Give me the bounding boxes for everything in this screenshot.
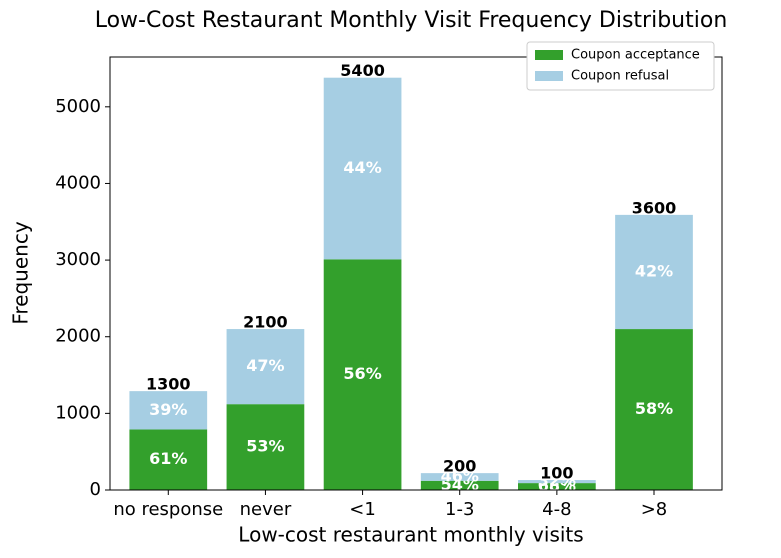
bar-segment [615, 329, 693, 490]
share-label: 39% [149, 400, 187, 419]
share-label: 46% [441, 466, 479, 485]
bar-segment [129, 429, 208, 490]
bar-segment [226, 329, 305, 405]
share-label: 56% [343, 364, 381, 383]
x-tick-label: 4-8 [542, 499, 571, 520]
x-tick-label: <1 [349, 499, 376, 520]
y-tick-label: 2000 [55, 326, 101, 347]
total-label: 3600 [632, 198, 677, 217]
share-label: 32% [538, 471, 576, 490]
share-label: 42% [635, 261, 673, 280]
plot-frame [109, 56, 723, 491]
y-tick-label: 3000 [55, 249, 101, 270]
x-tick-label: 1-3 [445, 499, 474, 520]
total-label: 5400 [340, 61, 385, 80]
total-label: 1300 [146, 375, 191, 394]
total-label: 200 [443, 457, 476, 476]
share-label: 58% [635, 399, 673, 418]
share-label: 47% [246, 356, 284, 375]
x-tick-label: >8 [641, 499, 668, 520]
y-tick-label: 0 [90, 479, 101, 500]
y-axis-label: Frequency [9, 221, 33, 324]
y-tick-label: 1000 [55, 402, 101, 423]
bar-segment [226, 404, 305, 490]
share-label: 44% [343, 158, 381, 177]
legend-swatch [535, 50, 563, 60]
legend-swatch [535, 71, 563, 81]
bar-segment [323, 77, 402, 260]
bar-segment [420, 473, 499, 481]
x-tick-label: never [240, 499, 292, 520]
bar-segment [518, 480, 596, 484]
bar-segment [420, 480, 499, 490]
bar-segment [615, 214, 693, 330]
legend-label: Coupon acceptance [571, 48, 700, 63]
bar-segment [129, 391, 208, 430]
chart-title: Low-Cost Restaurant Monthly Visit Freque… [95, 8, 728, 33]
share-label: 53% [246, 437, 284, 456]
share-label: 61% [149, 449, 187, 468]
y-tick-label: 5000 [55, 96, 101, 117]
legend-label: Coupon refusal [571, 69, 669, 84]
total-label: 2100 [243, 313, 288, 332]
legend-box [526, 41, 715, 91]
total-label: 100 [540, 464, 573, 483]
bar-segment [518, 483, 596, 490]
x-axis-label: Low-cost restaurant monthly visits [238, 523, 583, 547]
y-tick-label: 4000 [55, 172, 101, 193]
bar-segment [323, 259, 402, 490]
x-tick-label: no response [113, 499, 223, 520]
